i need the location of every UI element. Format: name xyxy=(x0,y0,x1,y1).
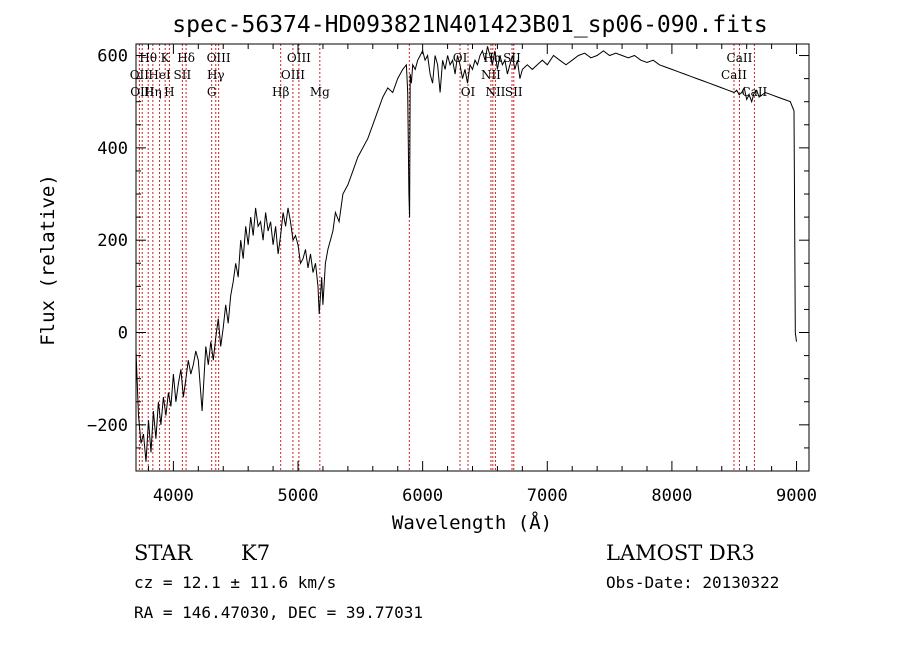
x-tick-label: 5000 xyxy=(278,486,319,506)
redshift-info: cz = 12.1 ± 11.6 km/s xyxy=(134,573,336,592)
spectral-line-markers xyxy=(138,44,755,471)
coordinates: RA = 146.47030, DEC = 39.77031 xyxy=(134,603,423,622)
x-axis-label: Wavelength (Å) xyxy=(392,511,552,534)
spectral-line-label: Mg xyxy=(310,85,330,99)
y-axis-ticks: −200 0 200 400 600 xyxy=(87,47,809,472)
y-tick-label: 200 xyxy=(97,231,128,251)
object-subclass: K7 xyxy=(241,541,270,565)
spectral-line-label: SII xyxy=(505,85,523,99)
plot-frame xyxy=(135,43,810,472)
y-axis-label: Flux (relative) xyxy=(37,174,59,346)
x-tick-label: 8000 xyxy=(651,486,692,506)
x-tick-label: 4000 xyxy=(153,486,194,506)
chart-title: spec-56374-HD093821N401423B01_sp06-090.f… xyxy=(172,12,767,38)
spectral-line-label: CaII xyxy=(721,68,747,82)
spectral-line-label: NII xyxy=(481,68,501,82)
x-tick-label: 9000 xyxy=(776,486,817,506)
spectral-line-label: OII xyxy=(130,68,150,82)
spectral-line-label: OI xyxy=(453,51,468,65)
spectral-line-label: SII xyxy=(174,68,192,82)
spectral-line-label: Hθ xyxy=(139,51,157,65)
spectral-line-label: NII xyxy=(485,85,505,99)
spectral-line-label: OIII xyxy=(207,51,231,65)
y-tick-label: 0 xyxy=(118,324,128,344)
x-axis-ticks: 4000 5000 6000 7000 8000 9000 xyxy=(147,44,817,506)
spectral-line-label: OI xyxy=(461,85,476,99)
spectral-line-label: Hα xyxy=(484,51,503,65)
spectral-line-label: OIII xyxy=(281,68,305,82)
survey-name: LAMOST DR3 xyxy=(606,541,755,565)
spectral-line-label: G xyxy=(207,85,217,99)
spectral-line-label: Hδ xyxy=(177,51,195,65)
x-tick-label: 6000 xyxy=(402,486,443,506)
observation-date: Obs-Date: 20130322 xyxy=(606,573,779,592)
flux-line xyxy=(135,46,797,462)
y-tick-label: 600 xyxy=(97,47,128,67)
spectral-line-label: Hη xyxy=(144,85,162,99)
y-tick-label: 400 xyxy=(97,139,128,159)
x-tick-label: 7000 xyxy=(527,486,568,506)
spectral-line-label: Hγ xyxy=(207,68,225,82)
spectral-line-label: CaII xyxy=(727,51,753,65)
object-class: STAR xyxy=(134,541,193,565)
spectrum-series xyxy=(135,46,797,462)
spectral-line-label: K xyxy=(161,51,171,65)
spectral-line-label: H xyxy=(164,85,174,99)
spectral-line-label: HeI xyxy=(148,68,171,82)
y-tick-label: −200 xyxy=(87,416,128,436)
spectral-line-label: OIII xyxy=(287,51,311,65)
spectral-line-label: Hβ xyxy=(272,85,289,99)
